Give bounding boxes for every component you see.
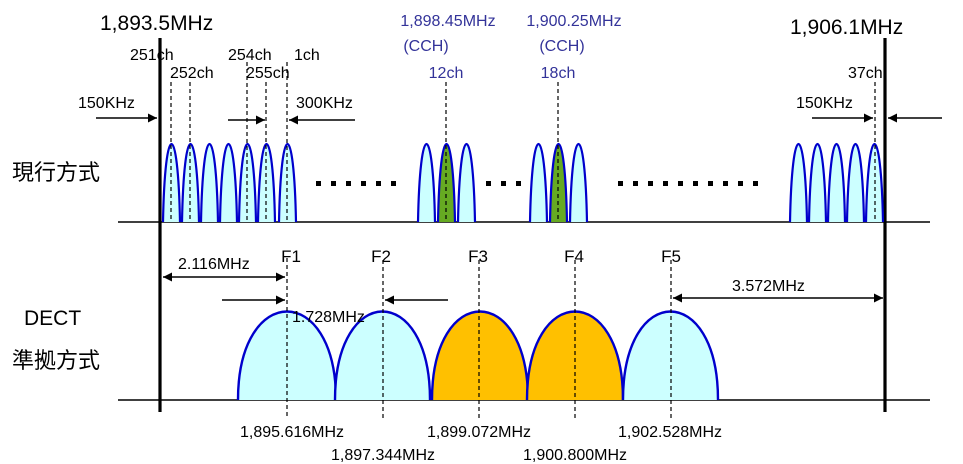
dect-standard-row-label: 準拠方式 bbox=[12, 349, 100, 374]
current-dashed-lines bbox=[170, 62, 876, 222]
carrier-label-f5: F5 bbox=[661, 247, 681, 266]
left-offset-label: 2.116MHz bbox=[178, 256, 250, 273]
channel-lobe bbox=[826, 143, 847, 223]
channel-label-251ch: 251ch bbox=[130, 47, 174, 64]
center-freq-f1: 1,895.616MHz bbox=[240, 424, 344, 441]
channel-group-cch-right bbox=[528, 143, 589, 223]
cch-left-freq: 1,898.45MHz bbox=[400, 13, 495, 30]
guard-right-label: 150KHz bbox=[796, 95, 853, 112]
dect-carrier-f3 bbox=[430, 310, 530, 401]
channel-lobe bbox=[788, 143, 809, 223]
carrier-label-f2: F2 bbox=[371, 247, 391, 266]
guard-left-label: 150KHz bbox=[78, 95, 135, 112]
center-freq-f5: 1,902.528MHz bbox=[618, 424, 722, 441]
current-channels bbox=[161, 143, 885, 223]
channel-group-right bbox=[788, 143, 885, 223]
dect-carriers bbox=[236, 310, 720, 401]
center-freq-f2: 1,897.344MHz bbox=[331, 447, 435, 464]
spacing-300khz-label: 300KHz bbox=[296, 95, 353, 112]
cch-left-type: (CCH) bbox=[403, 38, 448, 55]
channel-lobe bbox=[199, 143, 220, 223]
dect-row-label: DECT bbox=[24, 307, 81, 330]
channel-label-1ch: 1ch bbox=[294, 47, 320, 64]
right-offset-label: 3.572MHz bbox=[732, 278, 805, 295]
dect-dashed-lines bbox=[286, 258, 672, 418]
channel-lobe bbox=[807, 143, 828, 223]
channel-label-37ch: 37ch bbox=[848, 65, 883, 82]
carrier-label-f1: F1 bbox=[281, 247, 301, 266]
band-left-edge-label: 1,893.5MHz bbox=[100, 12, 213, 35]
ellipsis-dots bbox=[316, 181, 758, 186]
channel-lobe bbox=[218, 143, 239, 223]
dect-carrier-f1 bbox=[236, 310, 338, 401]
channel-label-252ch: 252ch bbox=[170, 65, 214, 82]
cch-left-channel: 12ch bbox=[429, 65, 464, 82]
cch-right-freq: 1,900.25MHz bbox=[526, 13, 621, 30]
channel-label-255ch: 255ch bbox=[246, 65, 290, 82]
channel-lobe bbox=[528, 143, 549, 223]
band-right-edge-label: 1,906.1MHz bbox=[790, 16, 903, 39]
current-system-row-label: 現行方式 bbox=[12, 161, 100, 186]
channel-group-left bbox=[161, 143, 298, 223]
channel-label-254ch: 254ch bbox=[228, 47, 272, 64]
carrier-spacing-label: 1.728MHz bbox=[292, 309, 365, 326]
channel-lobe bbox=[845, 143, 866, 223]
carrier-label-f3: F3 bbox=[468, 247, 488, 266]
channel-lobe bbox=[416, 143, 437, 223]
center-freq-f4: 1,900.800MHz bbox=[523, 447, 627, 464]
center-freq-f3: 1,899.072MHz bbox=[427, 424, 531, 441]
carrier-label-f4: F4 bbox=[564, 247, 584, 266]
channel-lobe bbox=[568, 143, 589, 223]
channel-lobe bbox=[456, 143, 477, 223]
cch-right-type: (CCH) bbox=[539, 38, 584, 55]
cch-right-channel: 18ch bbox=[541, 65, 576, 82]
